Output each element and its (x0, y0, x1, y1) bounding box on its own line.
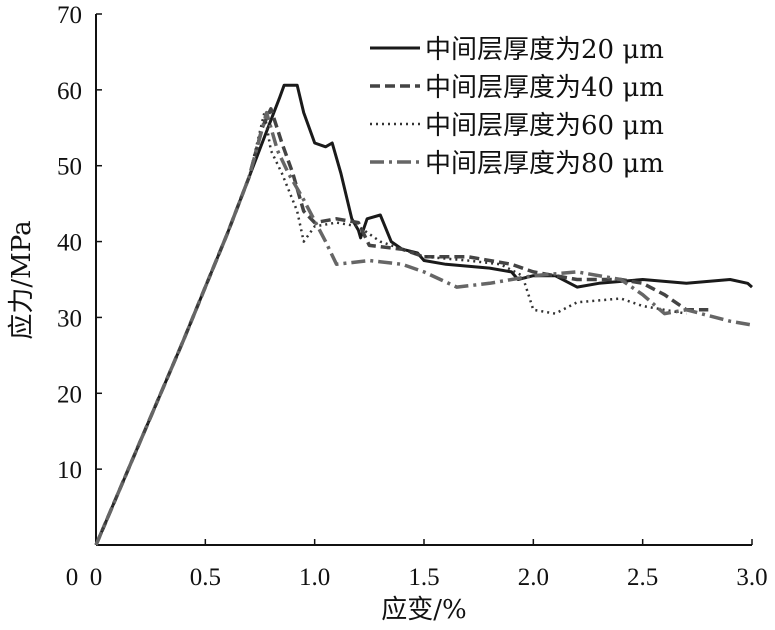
x-tick-label: 3.0 (736, 564, 767, 591)
x-tick-label: 0.5 (190, 564, 221, 591)
legend-label: 中间层厚度为40 μm (425, 73, 664, 103)
series-line-1 (94, 83, 753, 546)
series-line-2 (94, 107, 709, 546)
y-tick-label: 60 (57, 78, 82, 105)
legend-label: 中间层厚度为20 μm (425, 35, 664, 65)
y-axis-label: 应力/MPa (7, 220, 37, 339)
y-tick-label: 10 (57, 457, 82, 484)
y-tick-label: 50 (57, 154, 82, 181)
x-tick-label: 1.0 (299, 564, 330, 591)
x-tick-label: 1.5 (408, 564, 439, 591)
legend-label: 中间层厚度为60 μm (425, 111, 664, 141)
y-tick-label: 20 (57, 381, 82, 408)
legend: 中间层厚度为20 μm 中间层厚度为40 μm 中间层厚度为60 μm 中间层厚度为8… (370, 35, 664, 179)
y-tick-label: 30 (57, 305, 82, 332)
origin-label: 0 (66, 564, 79, 591)
x-tick-label: 0 (90, 564, 103, 591)
x-tick-label: 2.0 (518, 564, 549, 591)
y-tick-label: 40 (57, 230, 82, 257)
legend-label: 中间层厚度为80 μm (425, 149, 664, 179)
y-tick-label: 70 (57, 2, 82, 29)
x-tick-label: 2.5 (627, 564, 658, 591)
x-axis-label: 应变/% (381, 595, 466, 625)
series-line-4 (94, 110, 753, 546)
